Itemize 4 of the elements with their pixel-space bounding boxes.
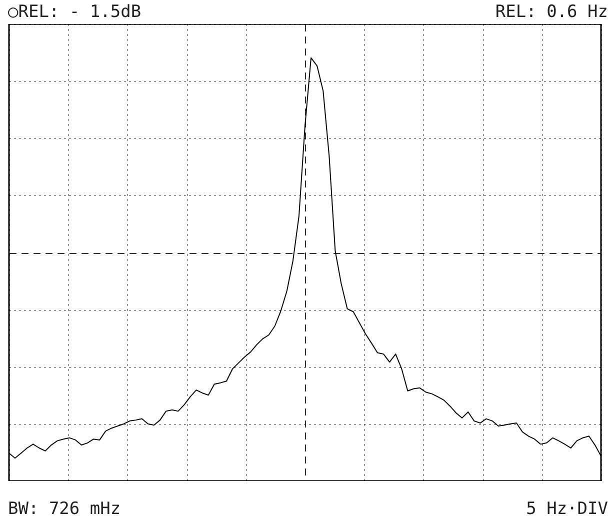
text: ○REL: - 1.5dB bbox=[8, 1, 142, 24]
text: 5 Hz·DIV bbox=[526, 498, 608, 519]
text: REL: 0.6 Hz bbox=[495, 1, 608, 24]
text: BW: 726 mHz bbox=[8, 498, 121, 519]
